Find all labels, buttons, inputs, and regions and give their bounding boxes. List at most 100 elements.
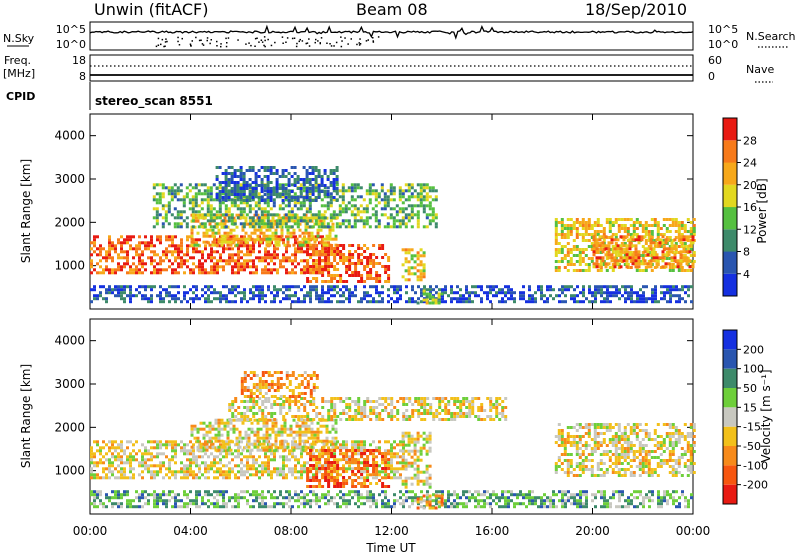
heatmap-cell [387, 476, 391, 479]
heatmap-cell [200, 213, 204, 217]
heatmap-cell [660, 297, 663, 301]
heatmap-cell [599, 260, 603, 263]
heatmap-cell [444, 291, 447, 295]
heatmap-cell [295, 213, 299, 217]
heatmap-cell [416, 275, 420, 279]
heatmap-cell [194, 195, 198, 199]
heatmap-cell [402, 452, 405, 456]
heatmap-cell [229, 427, 233, 431]
heatmap-cell [209, 210, 213, 214]
heatmap-cell [315, 467, 318, 471]
heatmap-cell [598, 265, 602, 269]
heatmap-cell [176, 189, 180, 193]
heatmap-cell [320, 178, 324, 181]
heatmap-cell [578, 233, 582, 236]
heatmap-cell [155, 216, 159, 220]
heatmap-cell [411, 300, 414, 304]
heatmap-cell [117, 288, 120, 292]
heatmap-cell [282, 473, 285, 477]
heatmap-cell [540, 291, 543, 295]
heatmap-cell [129, 288, 132, 292]
heatmap-cell [159, 271, 162, 275]
heatmap-cell [602, 263, 606, 266]
heatmap-cell [275, 193, 279, 196]
heatmap-cell [327, 297, 330, 301]
heatmap-cell [377, 195, 381, 199]
heatmap-cell [271, 418, 275, 422]
heatmap-cell [315, 470, 318, 474]
heatmap-cell [321, 285, 324, 289]
heatmap-cell [602, 248, 606, 251]
heatmap-cell [253, 418, 257, 422]
heatmap-cell [268, 228, 272, 232]
heatmap-cell [266, 175, 270, 178]
heatmap-cell [313, 430, 317, 434]
heatmap-cell [263, 184, 267, 187]
heatmap-cell [144, 294, 147, 298]
heatmap-cell [384, 280, 388, 283]
heatmap-cell [422, 298, 426, 302]
heatmap-cell [362, 219, 366, 223]
heatmap-cell [270, 300, 273, 304]
heatmap-cell [213, 464, 216, 468]
heatmap-cell [324, 247, 327, 251]
heatmap-cell [301, 433, 305, 437]
nsky-panel-frame [89, 21, 694, 51]
heatmap-cell [261, 470, 264, 474]
heatmap-cell [624, 288, 627, 292]
heatmap-cell [428, 301, 432, 305]
heatmap-cell [318, 464, 321, 468]
heatmap-cell [654, 288, 657, 292]
nsearch-point [326, 42, 328, 44]
heatmap-cell [239, 201, 243, 205]
heatmap-cell [357, 440, 360, 444]
heatmap-cell [374, 198, 378, 202]
heatmap-cell [318, 253, 322, 256]
heatmap-cell [599, 242, 603, 245]
heatmap-cell [316, 219, 320, 223]
heatmap-cell [301, 231, 305, 235]
heatmap-cell [392, 207, 396, 211]
heatmap-cell [419, 201, 423, 205]
heatmap-cell [677, 227, 681, 230]
heatmap-cell [205, 445, 209, 449]
heatmap-cell [111, 440, 114, 444]
heatmap-cell [339, 288, 342, 292]
heatmap-cell [155, 219, 159, 223]
heatmap-cell [280, 427, 284, 431]
heatmap-cell [159, 300, 162, 304]
heatmap-cell [236, 196, 240, 199]
heatmap-cell [211, 424, 215, 428]
nsearch-point [264, 45, 266, 48]
heatmap-cell [93, 476, 96, 480]
heatmap-cell [626, 230, 630, 233]
heatmap-cell [587, 233, 591, 236]
heatmap-cell [209, 192, 213, 196]
heatmap-cell [324, 449, 328, 452]
heatmap-cell [321, 467, 325, 470]
heatmap-cell [90, 461, 93, 465]
heatmap-cell [593, 224, 597, 227]
heatmap-cell [384, 271, 388, 274]
heatmap-cell [687, 288, 690, 292]
heatmap-cell [304, 216, 308, 220]
heatmap-cell [334, 421, 338, 425]
heatmap-cell [90, 467, 93, 471]
heatmap-cell [322, 213, 326, 217]
heatmap-cell [294, 294, 297, 298]
heatmap-cell [268, 433, 272, 437]
heatmap-cell [276, 288, 279, 292]
heatmap-cell [275, 181, 279, 184]
heatmap-cell [635, 221, 639, 224]
heatmap-cell [138, 464, 141, 468]
heatmap-cell [573, 288, 576, 292]
heatmap-cell [431, 213, 435, 217]
heatmap-cell [105, 297, 108, 301]
heatmap-cell [374, 225, 378, 229]
heatmap-cell [558, 300, 561, 304]
heatmap-cell [339, 449, 343, 452]
heatmap-cell [258, 244, 261, 248]
heatmap-cell [434, 189, 438, 193]
heatmap-cell [223, 234, 227, 238]
heatmap-cell [362, 225, 366, 229]
